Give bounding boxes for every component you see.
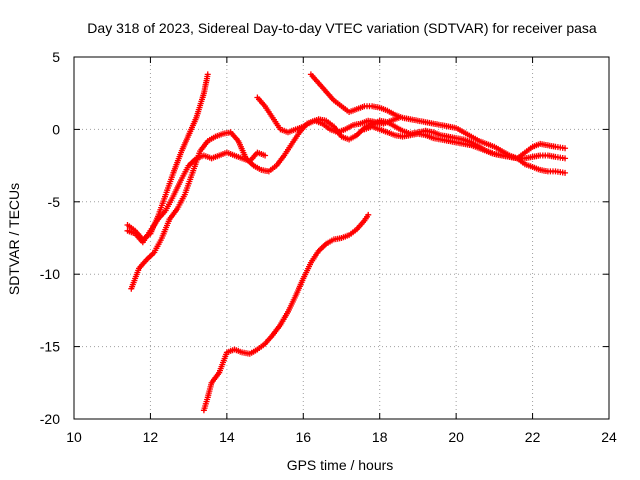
y-tick-label: -20 bbox=[40, 411, 60, 427]
x-tick-label: 22 bbox=[525, 429, 541, 445]
axis-ticks: 10 12 14 16 18 20 22 24 -20 -15 -10 -5 0 5 bbox=[40, 49, 617, 445]
data-series bbox=[124, 71, 569, 414]
x-axis-label: GPS time / hours bbox=[287, 457, 394, 473]
x-tick-label: 20 bbox=[448, 429, 464, 445]
y-tick-label: 0 bbox=[52, 121, 60, 137]
plot-frame bbox=[73, 56, 610, 420]
plus-markers bbox=[254, 94, 383, 143]
plus-markers bbox=[361, 123, 569, 162]
y-tick-label: -15 bbox=[40, 339, 60, 355]
series-track-d bbox=[254, 94, 383, 143]
series-track-h bbox=[200, 211, 372, 414]
x-tick-label: 16 bbox=[295, 429, 311, 445]
chart-title: Day 318 of 2023, Sidereal Day-to-day VTE… bbox=[87, 20, 597, 36]
x-tick-label: 10 bbox=[66, 429, 82, 445]
series-line bbox=[130, 116, 400, 290]
grid-lines bbox=[74, 57, 609, 419]
series-line bbox=[202, 213, 370, 412]
x-tick-label: 14 bbox=[219, 429, 235, 445]
y-tick-label: -10 bbox=[40, 266, 60, 282]
series-track-g bbox=[361, 123, 569, 162]
plus-markers bbox=[200, 211, 372, 414]
y-axis-label: SDTVAR / TECUs bbox=[6, 183, 22, 295]
series-line bbox=[370, 119, 567, 160]
x-tick-label: 24 bbox=[601, 429, 617, 445]
y-tick-label: 5 bbox=[52, 49, 60, 65]
x-tick-label: 18 bbox=[372, 429, 388, 445]
y-tick-label: -5 bbox=[48, 194, 61, 210]
x-tick-label: 12 bbox=[143, 429, 159, 445]
